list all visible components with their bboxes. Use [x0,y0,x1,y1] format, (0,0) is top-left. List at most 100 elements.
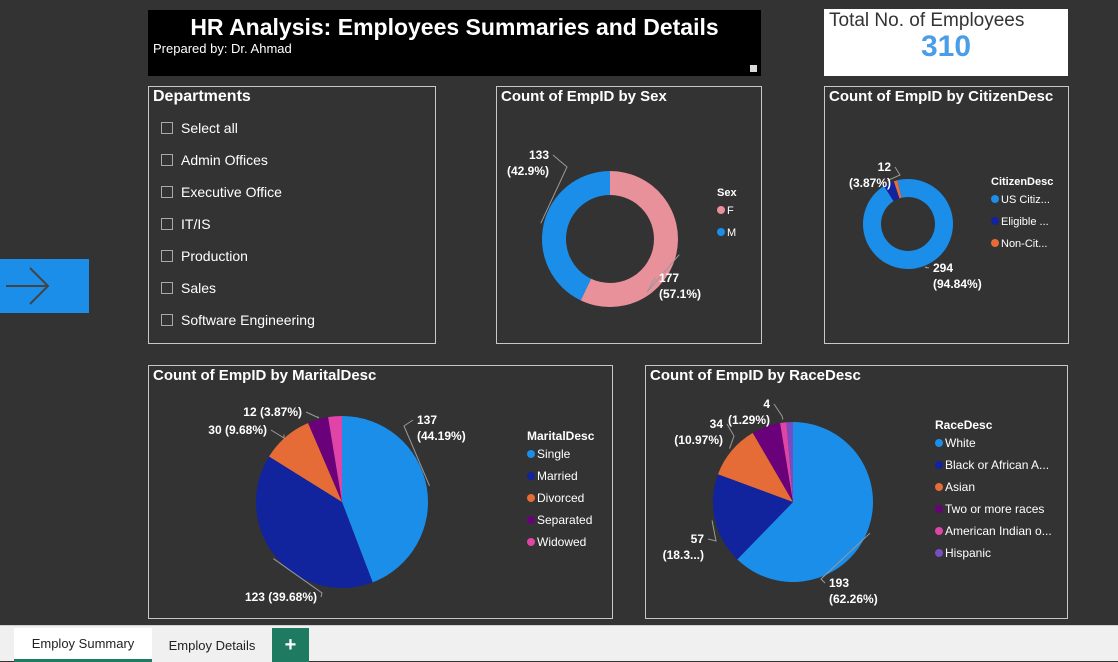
legend-title: Sex [717,187,737,199]
checkbox[interactable] [161,186,173,198]
resize-handle-icon[interactable] [750,65,757,72]
chart-title: Count of EmpID by CitizenDesc [829,88,1054,105]
arrow-right-icon [6,267,50,305]
leader-line [305,411,320,419]
legend-swatch[interactable] [935,505,943,513]
report-title-banner: HR Analysis: Employees Summaries and Det… [148,10,761,76]
legend-swatch[interactable] [991,217,999,225]
slice-eligible[interactable] [883,181,900,202]
legend-title: CitizenDesc [991,176,1053,188]
data-label-percent: (62.26%) [829,592,878,606]
tab-employ-details[interactable]: Employ Details [152,628,272,662]
tab-employ-summary[interactable]: Employ Summary [14,628,152,662]
citizen-donut-chart: 294 (94.84%) 12 (3.87%) CitizenDesc US Citiz.… [849,160,1053,291]
legend-swatch[interactable] [935,461,943,469]
slice-widowed[interactable] [328,416,342,502]
legend-swatch[interactable] [935,549,943,557]
checkbox[interactable] [161,154,173,166]
checkbox[interactable] [161,282,173,294]
legend-swatch[interactable] [717,228,725,236]
citizen-chart-panel[interactable]: Count of EmpID by CitizenDesc 294 (94.84%… [824,86,1069,344]
legend-swatch[interactable] [935,483,943,491]
legend-item[interactable]: Two or more races [945,502,1044,516]
leader-line [924,266,930,269]
data-label: 12 (3.87%) [243,405,302,419]
legend-item[interactable]: American Indian o... [945,524,1052,538]
marital-chart-panel[interactable]: Count of EmpID by MaritalDesc 137 (44.19%… [148,365,613,619]
legend-swatch[interactable] [527,472,535,480]
legend-item[interactable]: Non-Cit... [1001,238,1047,250]
checkbox[interactable] [161,218,173,230]
race-chart-panel[interactable]: Count of EmpID by RaceDesc 193 (62.26%) 57… [645,365,1068,619]
data-label: 4 [763,397,770,411]
slice-married[interactable] [256,456,373,588]
leader-line [707,520,717,542]
checkbox[interactable] [161,122,173,134]
slice-f[interactable] [580,171,678,307]
slicer-item-production[interactable]: Production [161,246,248,266]
legend-swatch[interactable] [527,494,535,502]
legend-swatch[interactable] [935,527,943,535]
checkbox[interactable] [161,250,173,262]
legend-swatch[interactable] [527,450,535,458]
data-label: 294 [933,261,953,275]
legend-swatch[interactable] [527,538,535,546]
legend-item[interactable]: White [945,436,976,450]
leader-line [540,154,568,224]
legend-swatch[interactable] [717,206,725,214]
slice-american-indian-o[interactable] [780,422,793,502]
legend-item[interactable]: Hispanic [945,546,991,560]
leader-line [887,166,901,182]
slicer-item-software-engineering[interactable]: Software Engineering [161,310,315,330]
slicer-item-executive-office[interactable]: Executive Office [161,182,282,202]
slice-hispanic[interactable] [786,422,793,502]
data-label: 177 [659,271,679,285]
legend-item[interactable]: Asian [945,480,975,494]
legend-swatch[interactable] [991,195,999,203]
legend-item[interactable]: Black or African A... [945,458,1049,472]
legend-item[interactable]: M [727,227,736,239]
slice-black-or-african-a[interactable] [713,474,793,560]
leader-line [726,423,735,449]
slice-m[interactable] [542,171,610,301]
data-label-percent: (42.9%) [507,164,549,178]
data-label: 12 [878,160,892,174]
slice-two-or-more-races[interactable] [752,423,793,502]
data-label: 193 [829,576,849,590]
next-page-button[interactable] [0,259,89,313]
sex-donut-chart: 177 (57.1%) 133 (42.9%) Sex FM [507,148,737,307]
page-tab-bar: Employ Summary Employ Details + [0,625,1118,662]
slicer-item-sales[interactable]: Sales [161,278,216,298]
legend-item[interactable]: Divorced [537,491,584,505]
legend-item[interactable]: Separated [537,513,592,527]
slicer-item-select-all[interactable]: Select all [161,118,238,138]
slicer-item-admin-offices[interactable]: Admin Offices [161,150,268,170]
legend-item[interactable]: US Citiz... [1001,194,1050,206]
add-page-button[interactable]: + [272,628,309,662]
slice-separated[interactable] [308,417,342,502]
slice-us-citiz[interactable] [863,179,953,269]
data-label-percent: (44.19%) [417,429,466,443]
slice-white[interactable] [737,422,873,582]
legend-item[interactable]: F [727,205,734,217]
slice-asian[interactable] [717,432,793,502]
legend-item[interactable]: Widowed [537,535,586,549]
slicer-item-label: Production [181,248,248,264]
legend-swatch[interactable] [935,439,943,447]
legend-swatch[interactable] [991,239,999,247]
slice-non-cit[interactable] [893,180,902,199]
checkbox[interactable] [161,314,173,326]
legend-item[interactable]: Single [537,447,571,461]
slice-single[interactable] [342,416,428,583]
leader-line [773,403,784,420]
legend-item[interactable]: Married [537,469,578,483]
slicer-title: Departments [153,88,251,105]
slicer-item-it-is[interactable]: IT/IS [161,214,211,234]
chart-title: Count of EmpID by Sex [501,88,667,105]
data-label-percent: (57.1%) [659,287,701,301]
slice-divorced[interactable] [269,422,342,502]
sex-chart-panel[interactable]: Count of EmpID by Sex 177 (57.1%) 133 (42.9… [496,86,762,344]
leader-line [403,419,430,487]
legend-item[interactable]: Eligible ... [1001,216,1049,228]
legend-swatch[interactable] [527,516,535,524]
